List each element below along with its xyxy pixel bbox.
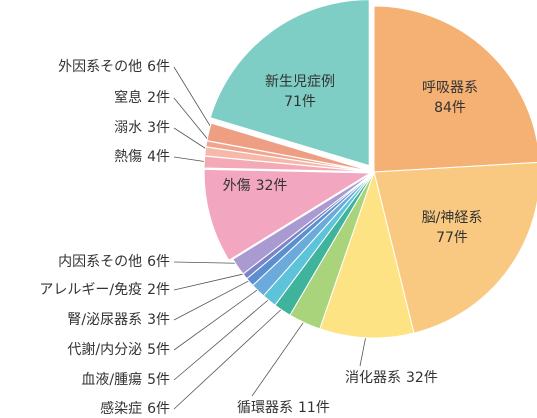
leader-line (173, 272, 250, 291)
value-label: 3件 (147, 120, 170, 136)
slice-label: 呼吸器系 84件 (422, 80, 478, 116)
value-label: 71件 (284, 94, 316, 110)
pie-slice (206, 122, 371, 172)
leader-line (173, 66, 215, 134)
value-label: 5件 (147, 372, 170, 388)
category-label: アレルギー/免疫 (39, 282, 142, 298)
category-label: 熱傷 (114, 149, 142, 165)
leader-line (251, 317, 308, 397)
category-label: 脳/神経系 (422, 210, 483, 226)
value-label: 2件 (147, 282, 170, 298)
slice-label: 内因系その他 6件 (58, 254, 170, 270)
value-label: 32件 (406, 370, 438, 386)
slice-label: 感染症 6件 (100, 400, 170, 417)
slice-label: 外因系その他 6件 (58, 59, 170, 75)
slice-label: 新生児症例 71件 (265, 74, 335, 110)
leader-line (173, 295, 274, 381)
leader-line (173, 305, 286, 410)
slice-label: 循環器系 11件 (237, 400, 330, 416)
leader-line (173, 127, 212, 153)
pie-slice (373, 161, 537, 334)
slice-label: 脳/神経系 77件 (422, 210, 483, 246)
pie-slice (373, 5, 537, 173)
value-label: 2件 (147, 90, 170, 106)
leader-line (173, 286, 263, 351)
slice-label: アレルギー/免疫 2件 (39, 282, 170, 298)
category-label: 腎/泌尿器系 (67, 312, 142, 328)
category-label: 外因系その他 (58, 59, 142, 75)
category-label: 血液/腫瘍 (81, 371, 142, 388)
category-label: 内因系その他 (58, 254, 142, 270)
category-label: 循環器系 (237, 400, 293, 416)
leader-line (173, 261, 243, 264)
category-label: 窒息 (114, 89, 142, 106)
pie-slice (203, 168, 372, 262)
leaders (173, 66, 368, 410)
slice-label: 消化器系 32件 (345, 370, 438, 386)
value-label: 84件 (434, 100, 466, 116)
value-label: 6件 (147, 59, 170, 75)
pie-slice (232, 171, 375, 275)
value-label: 4件 (147, 149, 170, 165)
slice-label: 窒息 2件 (114, 89, 170, 106)
value-label: 32件 (256, 178, 288, 194)
leader-line (173, 277, 255, 321)
pie-slice (209, 0, 370, 167)
slice-label: 熱傷 4件 (114, 149, 170, 165)
leader-line (173, 97, 213, 146)
value-label: 77件 (436, 230, 468, 246)
value-label: 11件 (298, 400, 330, 416)
slice-label: 代謝/内分泌 5件 (67, 342, 170, 358)
slice-label: 腎/泌尿器系 3件 (67, 312, 170, 328)
slice-label: 溺水 3件 (114, 120, 170, 136)
slice-label: 外傷 32件 (223, 178, 288, 194)
value-label: 6件 (147, 401, 170, 417)
category-label: 消化器系 (345, 370, 401, 386)
slice-label: 血液/腫瘍 5件 (81, 371, 170, 388)
value-label: 3件 (147, 312, 170, 328)
value-label: 6件 (147, 254, 170, 270)
category-label: 新生児症例 (265, 74, 335, 90)
pie-slice (319, 170, 415, 339)
category-label: 感染症 (100, 400, 142, 417)
category-label: 代謝/内分泌 (67, 342, 142, 358)
category-label: 呼吸器系 (422, 80, 478, 96)
category-label: 外傷 (223, 178, 251, 194)
category-label: 溺水 (114, 120, 142, 136)
value-label: 5件 (147, 342, 170, 358)
